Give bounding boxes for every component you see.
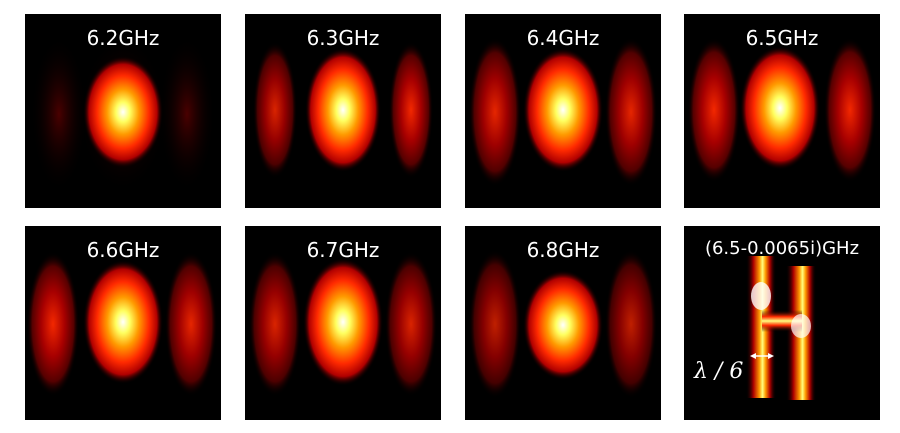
frequency-label: (6.5-0.0065i)GHz (704, 238, 860, 259)
wavelength-annotation: λ / 6 (694, 359, 744, 384)
field-panel-6-4ghz: 6.4GHz (465, 14, 661, 208)
lambda-arrow-head-right (768, 353, 774, 359)
field-map (253, 42, 433, 178)
field-map (27, 252, 217, 396)
frequency-label: 6.3GHz (306, 26, 380, 50)
field-panel-6-5ghz: 6.5GHz (684, 14, 880, 208)
field-panel-6-6ghz: 6.6GHz (25, 226, 221, 420)
field-panel-complex-h: (6.5-0.0065i)GHz λ / 6 (684, 226, 880, 420)
h-shape-field (746, 256, 816, 400)
field-panel-6-2ghz: 6.2GHz (25, 14, 221, 208)
frequency-label: 6.4GHz (526, 26, 600, 50)
field-map (469, 38, 657, 186)
frequency-label: 6.5GHz (745, 26, 819, 50)
field-panel-6-3ghz: 6.3GHz (245, 14, 441, 208)
frequency-label: 6.2GHz (86, 26, 160, 50)
field-map (469, 250, 657, 398)
field-panel-6-7ghz: 6.7GHz (245, 226, 441, 420)
field-panel-6-8ghz: 6.8GHz (465, 226, 661, 420)
frequency-label: 6.6GHz (86, 238, 160, 262)
lambda-arrow-head-left (750, 353, 756, 359)
field-map (249, 252, 437, 396)
field-map (688, 38, 876, 182)
frequency-label: 6.7GHz (306, 238, 380, 262)
field-map (31, 36, 215, 192)
frequency-label: 6.8GHz (526, 238, 600, 262)
